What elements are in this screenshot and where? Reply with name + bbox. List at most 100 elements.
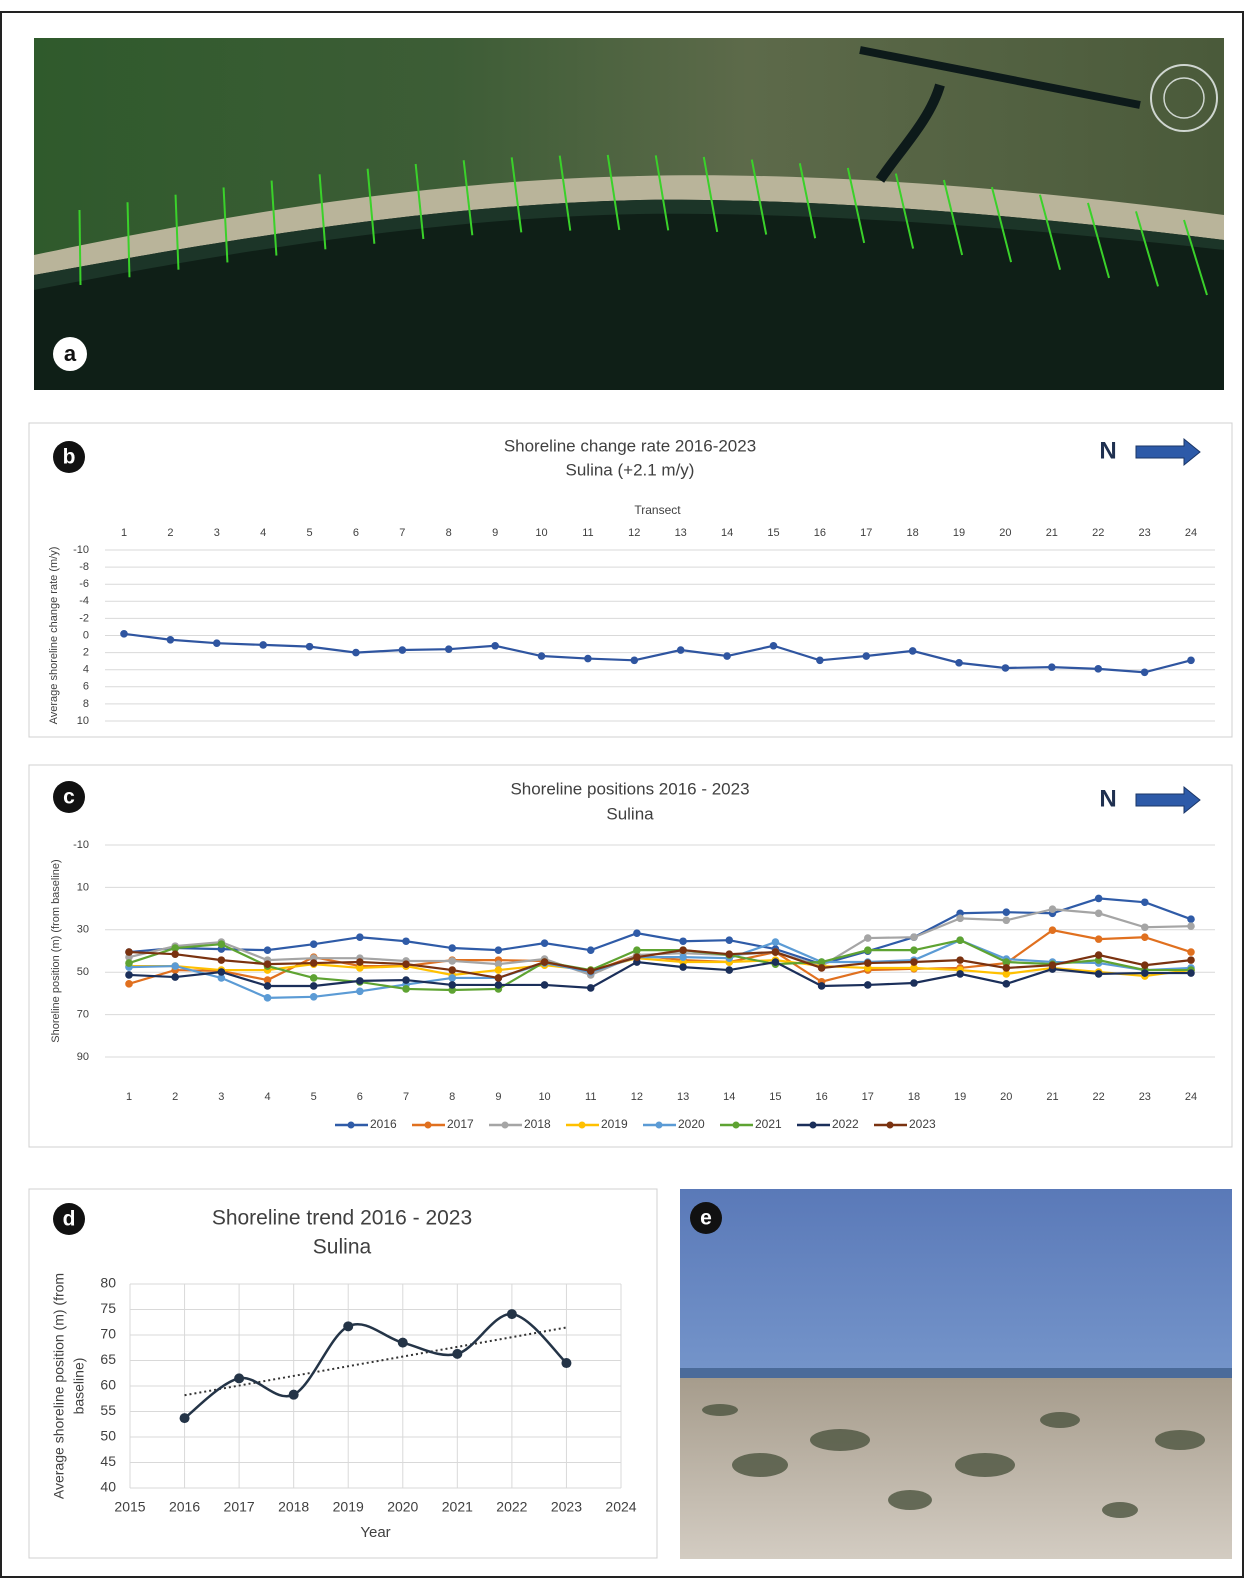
data-point xyxy=(771,948,780,956)
data-point xyxy=(1187,969,1195,977)
data-point xyxy=(908,647,917,655)
transect-line xyxy=(558,155,572,231)
x-tick-label: 2023 xyxy=(551,1499,582,1515)
x-tick-label: 6 xyxy=(353,527,359,539)
transect-line xyxy=(942,179,964,256)
x-tick-label: 9 xyxy=(495,1091,501,1103)
data-point xyxy=(1141,898,1149,907)
legend-label: 2016 xyxy=(370,1117,397,1131)
data-point xyxy=(120,629,128,638)
y-tick-label: 8 xyxy=(83,698,89,710)
transect-line xyxy=(270,180,278,256)
data-point xyxy=(288,1389,299,1400)
x-tick-label: 2020 xyxy=(387,1499,418,1515)
outer-frame xyxy=(0,11,1244,1578)
x-tick-label: 17 xyxy=(862,1091,874,1103)
series-line xyxy=(128,939,1191,992)
x-tick-label: 24 xyxy=(1185,1091,1197,1103)
data-point xyxy=(402,960,410,968)
x-tick-label: 1 xyxy=(121,527,127,539)
panel-label: b xyxy=(63,446,76,469)
chart-title: Shoreline trend 2016 - 2023 xyxy=(212,1207,472,1230)
x-tick-label: 2019 xyxy=(333,1499,364,1515)
x-tick-label: 14 xyxy=(723,1091,735,1103)
x-tick-label: 15 xyxy=(769,1091,781,1103)
series-line xyxy=(183,1312,568,1420)
data-point xyxy=(212,639,221,647)
data-point xyxy=(1048,663,1056,671)
data-point xyxy=(125,971,133,979)
transect-line xyxy=(990,186,1013,263)
transect-line xyxy=(606,154,621,231)
data-point xyxy=(494,981,503,989)
legend-label: 2018 xyxy=(524,1117,551,1131)
data-point xyxy=(506,1309,517,1320)
panel-label: c xyxy=(63,786,75,809)
transect-line xyxy=(222,187,229,263)
x-tick-label: 9 xyxy=(492,527,498,539)
y-tick-label: -6 xyxy=(79,578,89,590)
x-tick-label: 4 xyxy=(264,1091,270,1103)
y-tick-label: 30 xyxy=(77,924,89,936)
panel-label-badge xyxy=(53,1203,85,1235)
chart-subtitle: Sulina (+2.1 m/y) xyxy=(566,460,695,479)
data-point xyxy=(309,992,318,1001)
x-tick-label: 17 xyxy=(860,527,872,539)
x-tick-label: 14 xyxy=(721,527,733,539)
data-point xyxy=(679,946,687,954)
x-tick-label: 2024 xyxy=(605,1499,636,1515)
x-tick-label: 15 xyxy=(767,527,779,539)
data-point xyxy=(910,964,918,972)
data-point xyxy=(1002,964,1011,972)
data-point xyxy=(448,974,457,982)
legend-label: 2017 xyxy=(447,1117,474,1131)
data-point xyxy=(1002,970,1011,978)
x-tick-label: 11 xyxy=(582,527,593,539)
data-point xyxy=(356,958,364,966)
x-tick-label: 2015 xyxy=(114,1499,145,1515)
legend-marker xyxy=(347,1121,355,1129)
x-tick-label: 2 xyxy=(167,527,173,539)
data-point xyxy=(561,1358,572,1369)
data-point xyxy=(956,956,964,964)
legend-label: 2019 xyxy=(601,1117,628,1131)
data-point xyxy=(356,964,364,972)
y-tick-label: 10 xyxy=(77,881,89,893)
x-tick-label: 7 xyxy=(399,527,405,539)
x-tick-label: 2 xyxy=(172,1091,178,1103)
data-point xyxy=(217,974,226,982)
transect-line xyxy=(798,163,817,239)
x-tick-label: 4 xyxy=(260,527,266,539)
x-tick-label: 3 xyxy=(218,1091,224,1103)
chart-frame xyxy=(28,1188,658,1559)
data-point xyxy=(863,959,872,967)
data-point xyxy=(398,646,407,654)
data-point xyxy=(725,950,734,958)
y-tick-label: 70 xyxy=(100,1326,116,1342)
data-point xyxy=(263,976,272,984)
data-point xyxy=(956,970,964,978)
x-tick-label: 10 xyxy=(538,1091,550,1103)
transect-line xyxy=(654,155,670,231)
data-point xyxy=(540,981,549,989)
data-point xyxy=(444,645,453,653)
transect-line xyxy=(894,173,915,249)
data-point xyxy=(356,933,364,942)
data-point xyxy=(584,654,592,663)
data-point xyxy=(1094,894,1103,903)
data-point xyxy=(263,982,272,990)
x-tick-label: 20 xyxy=(999,527,1011,539)
chart-subtitle: Sulina xyxy=(606,804,654,823)
panel-label: a xyxy=(64,341,77,366)
data-point xyxy=(1141,933,1149,942)
data-point xyxy=(1141,969,1149,977)
data-point xyxy=(1141,923,1149,932)
transect-line xyxy=(1135,211,1159,287)
x-tick-label: 23 xyxy=(1139,1091,1151,1103)
data-point xyxy=(356,977,364,985)
chart-subtitle: Sulina xyxy=(313,1236,372,1259)
data-point xyxy=(817,958,826,966)
x-tick-label: 10 xyxy=(535,527,547,539)
y-tick-label: 75 xyxy=(100,1300,116,1316)
x-tick-label: 16 xyxy=(815,1091,827,1103)
